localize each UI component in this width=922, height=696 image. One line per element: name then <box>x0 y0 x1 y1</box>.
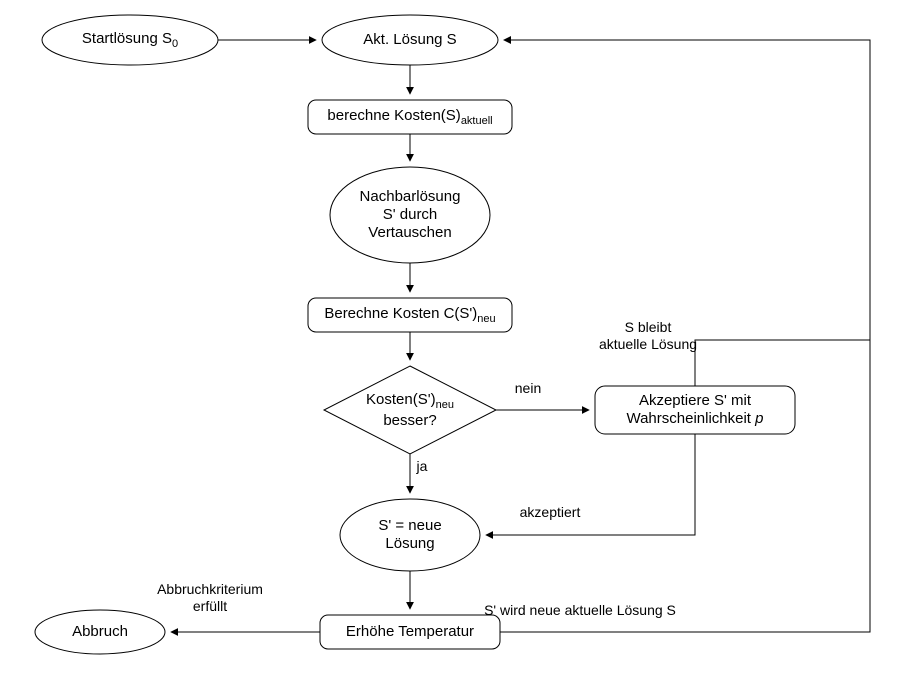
node-new_solution <box>340 499 480 571</box>
edge-temp-akt <box>500 40 870 632</box>
node-temp <box>320 615 500 649</box>
node-akt <box>322 15 498 65</box>
node-abbruch <box>35 610 165 654</box>
node-decision <box>324 366 496 454</box>
node-start <box>42 15 218 65</box>
edge-accept-akt <box>504 40 870 386</box>
edge-accept-new_solution <box>486 434 695 535</box>
node-kosten_s <box>308 100 512 134</box>
node-nachbar <box>330 167 490 263</box>
node-kosten_sprime <box>308 298 512 332</box>
node-accept <box>595 386 795 434</box>
